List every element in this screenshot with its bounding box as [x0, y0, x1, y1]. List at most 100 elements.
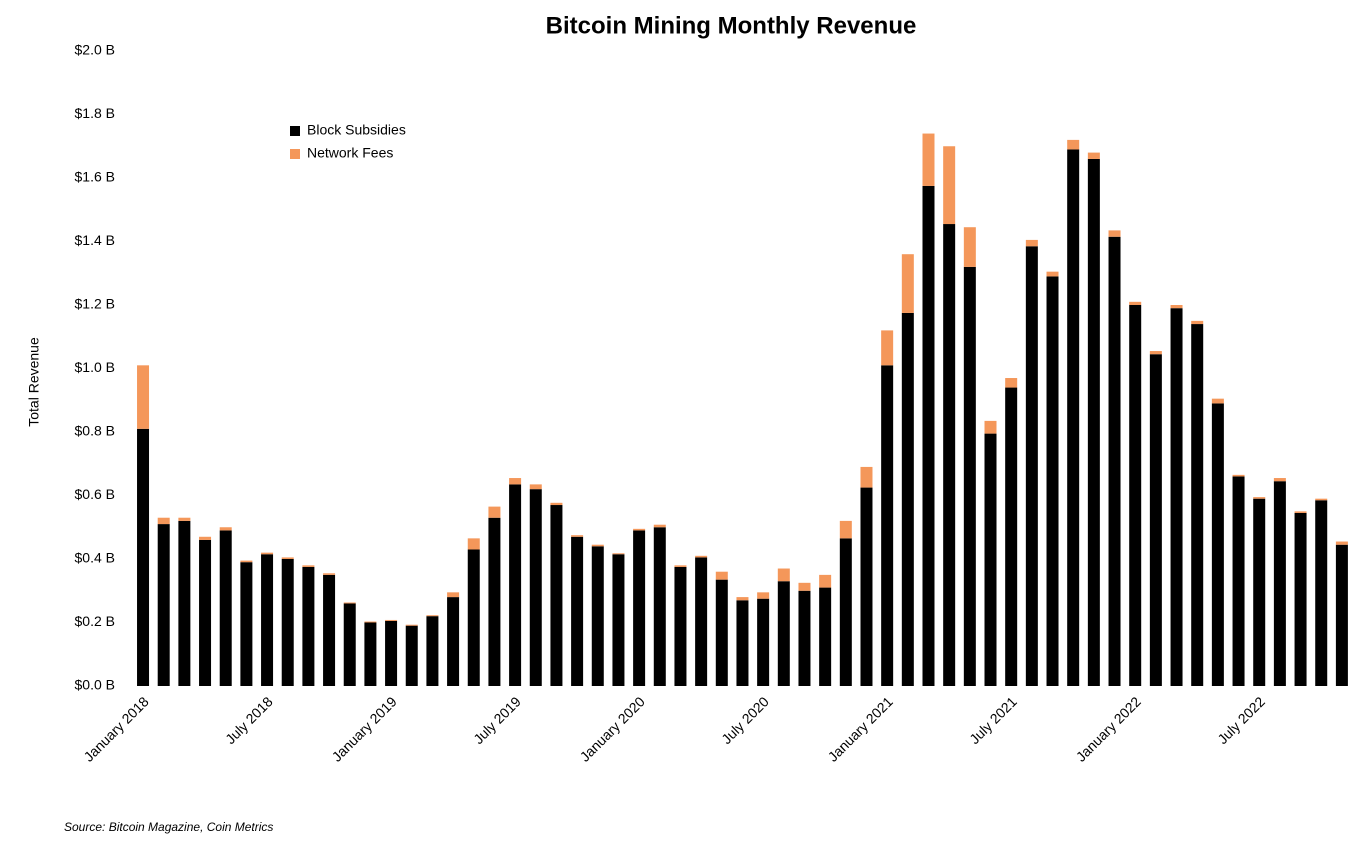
bar-segment: [943, 224, 956, 686]
bar-segment: [323, 574, 336, 686]
bar-segment: [550, 505, 563, 686]
bar-segment: [529, 484, 542, 490]
bar-segment: [798, 582, 811, 591]
bar-segment: [137, 365, 150, 429]
bar-segment: [943, 146, 956, 225]
bar-segment: [1025, 246, 1038, 686]
bar-segment: [488, 506, 501, 518]
bar-segment: [550, 502, 563, 506]
bar-segment: [839, 538, 852, 686]
bar-segment: [343, 602, 356, 604]
bar-segment: [571, 536, 584, 686]
bar-segment: [860, 487, 873, 686]
bar-segment: [674, 565, 687, 567]
bar-segment: [426, 615, 439, 617]
bar-segment: [757, 592, 770, 599]
bar-segment: [777, 568, 790, 582]
bar-segment: [178, 520, 191, 686]
bar-segment: [261, 552, 274, 555]
bar-segment: [984, 433, 997, 686]
bar-segment: [323, 573, 336, 575]
bar-segment: [1005, 378, 1018, 388]
x-tick-label: July 2019: [470, 693, 524, 747]
bar-segment: [1129, 305, 1142, 686]
bar-segment: [385, 620, 398, 686]
bar-segment: [1149, 351, 1162, 355]
bar-segment: [199, 539, 212, 686]
bar-segment: [509, 478, 522, 485]
y-tick-label: $0.0 B: [75, 677, 115, 693]
x-tick-label: January 2019: [329, 693, 400, 764]
bar-segment: [922, 185, 935, 686]
bar-segment: [467, 538, 480, 550]
bar-segment: [1191, 320, 1204, 325]
bar-segment: [488, 517, 501, 686]
y-tick-label: $0.4 B: [75, 550, 115, 566]
bar-segment: [839, 520, 852, 539]
y-tick-label: $1.6 B: [75, 169, 115, 185]
bar-segment: [219, 530, 232, 686]
bar-segment: [405, 624, 418, 626]
bar-segment: [922, 133, 935, 186]
bar-segment: [1046, 276, 1059, 686]
bar-segment: [1211, 403, 1224, 686]
bar-segment: [757, 598, 770, 686]
bar-segment: [1191, 324, 1204, 686]
x-tick-label: January 2020: [577, 693, 648, 764]
bar-segment: [1108, 230, 1121, 237]
bar-segment: [1335, 544, 1348, 686]
bar-segment: [1108, 236, 1121, 687]
bar-segment: [736, 600, 749, 686]
bar-segment: [1005, 387, 1018, 686]
bar-segment: [1025, 239, 1038, 247]
bar-segment: [1253, 497, 1266, 499]
bar-segment: [1046, 271, 1059, 277]
x-tick-label: January 2021: [825, 693, 896, 764]
bar-segment: [343, 603, 356, 686]
x-tick-label: July 2018: [222, 693, 276, 747]
bar-segment: [736, 597, 749, 601]
bar-segment: [653, 527, 666, 686]
bar-segment: [695, 557, 708, 686]
y-tick-label: $1.0 B: [75, 359, 115, 375]
bar-segment: [860, 466, 873, 488]
bar-segment: [302, 566, 315, 686]
bar-segment: [199, 536, 212, 540]
bar-segment: [1067, 149, 1080, 687]
bar-segment: [426, 616, 439, 686]
bar-segment: [261, 554, 274, 686]
bar-segment: [695, 555, 708, 558]
chart-title: Bitcoin Mining Monthly Revenue: [546, 12, 917, 39]
bar-segment: [157, 517, 170, 525]
bar-segment: [591, 544, 604, 547]
bar-segment: [798, 590, 811, 686]
bar-segment: [240, 560, 253, 563]
legend-swatch: [290, 149, 300, 159]
bar-segment: [1294, 512, 1307, 686]
bar-segment: [1170, 305, 1183, 309]
bar-segment: [612, 554, 625, 686]
bar-segment: [571, 535, 584, 537]
bar-segment: [963, 227, 976, 267]
bar-segment: [984, 420, 997, 434]
bar-segment: [529, 489, 542, 686]
bar-segment: [157, 524, 170, 686]
bar-segment: [1253, 498, 1266, 686]
x-tick-label: July 2022: [1214, 693, 1268, 747]
bar-segment: [1232, 476, 1245, 686]
bar-segment: [901, 312, 914, 686]
bar-segment: [364, 622, 377, 686]
bar-segment: [819, 587, 832, 686]
y-tick-label: $1.8 B: [75, 105, 115, 121]
bar-segment: [653, 524, 666, 528]
bar-segment: [777, 581, 790, 686]
bar-segment: [1273, 481, 1286, 686]
bar-segment: [1315, 500, 1328, 686]
bar-segment: [1211, 398, 1224, 404]
legend-label: Block Subsidies: [307, 122, 406, 138]
legend-label: Network Fees: [307, 145, 393, 161]
bar-segment: [674, 566, 687, 686]
bar-segment: [1273, 478, 1286, 482]
bar-segment: [633, 530, 646, 686]
